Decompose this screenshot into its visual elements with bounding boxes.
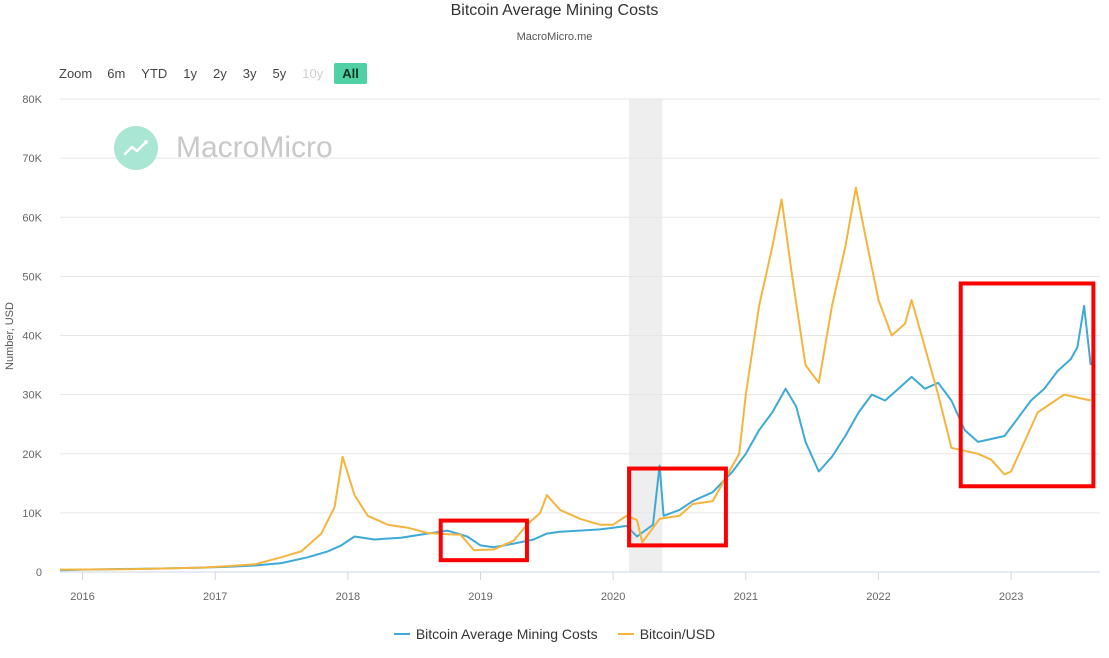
legend-swatch-bitcoin-usd: [617, 633, 634, 635]
x-tick-label: 2018: [336, 591, 360, 603]
zoom-10y-button: 10y: [302, 65, 324, 81]
highlight-box: [958, 281, 1096, 489]
chart-title: Bitcoin Average Mining Costs: [450, 2, 659, 19]
legend-swatch-mining-costs: [393, 633, 410, 635]
y-tick-label: 20K: [22, 449, 42, 461]
zoom-toolbar: Zoom 6m YTD 1y 2y 3y 5y 10y All: [59, 62, 373, 84]
y-tick-label: 80K: [22, 94, 42, 106]
legend-item-mining-costs[interactable]: Bitcoin Average Mining Costs: [393, 626, 598, 642]
zoom-2y-button[interactable]: 2y: [213, 65, 227, 81]
zoom-6m-button[interactable]: 6m: [107, 65, 126, 81]
zoom-1y-button[interactable]: 1y: [183, 65, 198, 81]
x-tick-label: 2016: [70, 591, 94, 603]
highlight-box: [438, 518, 529, 563]
zoom-ytd-button[interactable]: YTD: [141, 65, 168, 81]
chart-logo-icon: [114, 126, 158, 170]
y-tick-label: 60K: [22, 212, 42, 224]
y-tick-label: 40K: [22, 331, 42, 343]
watermark-text: MacroMicro: [176, 131, 333, 164]
series-line-mining-costs[interactable]: [59, 304, 1092, 572]
legend-item-bitcoin-usd[interactable]: Bitcoin/USD: [617, 626, 716, 642]
zoom-label: Zoom: [59, 65, 93, 81]
x-tick-label: 2017: [203, 591, 227, 603]
chart-legend: Bitcoin Average Mining Costs Bitcoin/USD: [0, 626, 1109, 642]
x-tick-label: 2019: [468, 591, 492, 603]
x-tick-label: 2022: [866, 591, 890, 603]
y-tick-label: 30K: [22, 390, 42, 402]
y-tick-label: 0: [36, 567, 42, 579]
highlight-box: [627, 466, 728, 548]
series-line-bitcoin-usd[interactable]: [59, 186, 1091, 571]
x-tick-label: 2023: [999, 591, 1023, 603]
chart-subtitle: MacroMicro.me: [516, 31, 593, 43]
x-tick-label: 2021: [734, 591, 758, 603]
y-tick-label: 70K: [22, 153, 42, 165]
watermark: MacroMicro: [114, 126, 333, 170]
legend-label-mining-costs: Bitcoin Average Mining Costs: [415, 626, 598, 642]
zoom-5y-button[interactable]: 5y: [272, 65, 287, 81]
zoom-all-button[interactable]: All: [334, 62, 367, 84]
legend-label-bitcoin-usd: Bitcoin/USD: [639, 626, 716, 642]
y-tick-label: 50K: [22, 271, 42, 283]
zoom-3y-button[interactable]: 3y: [242, 65, 257, 81]
x-tick-label: 2020: [601, 591, 625, 603]
y-tick-label: 10K: [22, 508, 42, 520]
chart-canvas[interactable]: 0 10K 20K 30K 40K 50K 60K 70K 80K 2016 2017 2018 201…: [0, 0, 1109, 620]
